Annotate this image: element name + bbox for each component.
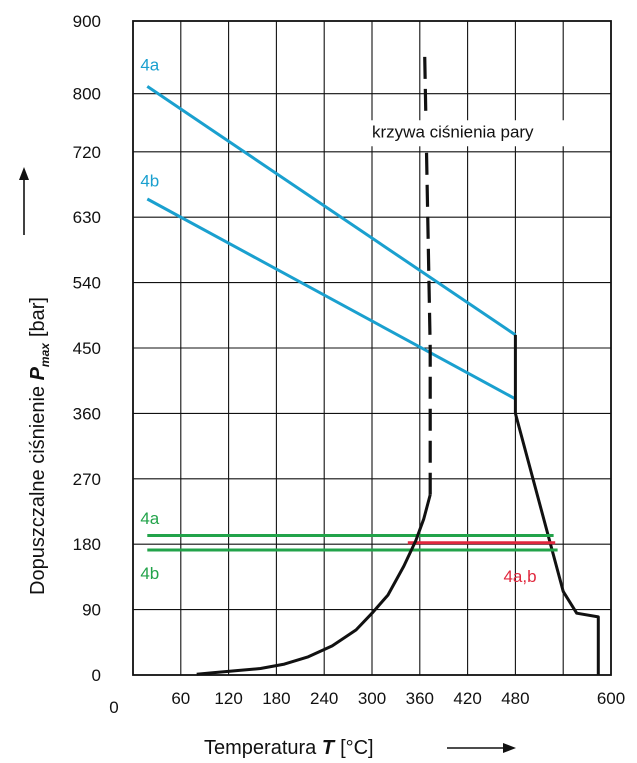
y-tick-label: 90 [82,601,101,620]
y-tick-label: 450 [73,339,101,358]
y-axis-title-prefix: Dopuszczalne ciśnienie [27,380,49,595]
x-tick-label: 0 [109,698,118,717]
y-axis-title-unit: [bar] [27,297,49,337]
annotation-background [366,120,606,147]
y-axis-title: Dopuszczalne ciśnienie Pmax [bar] [27,297,52,595]
x-tick-labels: 0 60 120 180 240 300 360 420 480 600 [109,689,625,717]
x-tick-label: 360 [406,689,434,708]
y-tick-label: 270 [73,470,101,489]
series-lines [146,50,600,676]
y-tick-labels: 0 90 180 270 360 450 540 630 720 800 900 [73,12,101,685]
x-tick-label: 120 [214,689,242,708]
annotation-label: 4b [140,564,159,583]
grid [132,20,612,676]
y-tick-label: 360 [73,404,101,423]
series-line-1 [146,197,517,401]
annotations: 4a 4b krzywa ciśnienia pary 4a 4b 4a,b [140,55,606,586]
series-line-2 [513,334,600,675]
x-tick-label: 180 [262,689,290,708]
x-axis-arrow-icon [447,743,516,753]
series-line-0 [146,85,517,337]
annotation-label: krzywa ciśnienia pary [372,122,534,141]
y-axis-title-symbol: P [27,366,49,380]
annotation-label: 4a [140,509,159,528]
x-axis-title-symbol: T [322,737,336,759]
x-tick-label: 480 [501,689,529,708]
x-axis-title-unit: [°C] [340,737,374,759]
x-axis-title: Temperatura T [°C] [204,737,374,759]
y-tick-label: 720 [73,143,101,162]
x-tick-label: 300 [358,689,386,708]
y-tick-label: 800 [73,85,101,104]
y-tick-label: 180 [73,535,101,554]
y-tick-label: 0 [92,666,101,685]
y-axis-title-subscript: max [38,342,52,367]
x-axis-title-prefix: Temperatura [204,737,322,759]
y-tick-label: 630 [73,208,101,227]
x-tick-label: 420 [453,689,481,708]
y-tick-label: 900 [73,12,101,31]
annotation-label: 4a,b [503,567,536,586]
series-line-7 [423,50,432,495]
annotation-label: 4b [140,172,159,191]
x-tick-label: 600 [597,689,625,708]
x-tick-label: 240 [310,689,338,708]
y-axis-arrow-icon [19,167,29,235]
x-tick-label: 60 [171,689,190,708]
plot-frame [132,20,612,676]
annotation-label: 4a [140,55,159,74]
y-tick-label: 540 [73,274,101,293]
series-line-6 [196,494,432,676]
